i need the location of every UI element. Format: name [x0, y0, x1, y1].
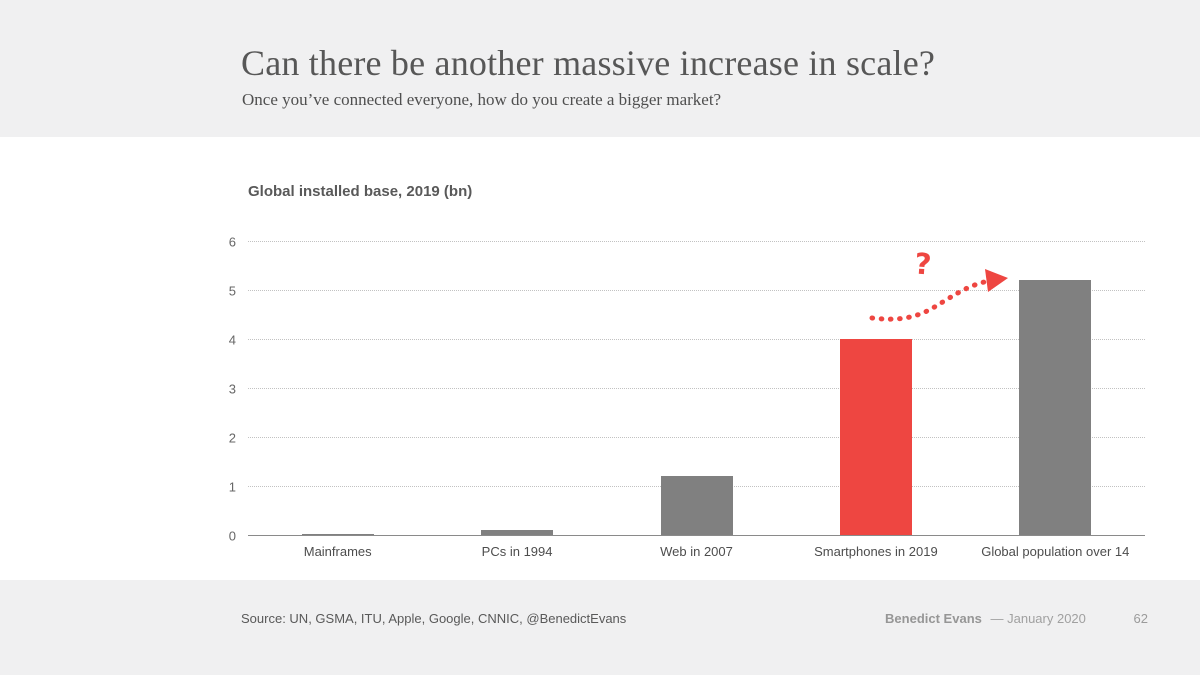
- x-axis-baseline: [248, 535, 1145, 536]
- author-name: Benedict Evans: [885, 611, 982, 626]
- slide-footer: [0, 580, 1200, 675]
- chart-title: Global installed base, 2019 (bn): [248, 183, 473, 200]
- gridline-6: [248, 241, 1145, 242]
- date-label: — January 2020: [990, 611, 1086, 626]
- gridline-2: [248, 437, 1145, 438]
- y-axis-tick-4: 4: [228, 332, 236, 348]
- question-mark-annotation: ?: [913, 246, 933, 282]
- y-axis-tick-2: 2: [228, 430, 236, 446]
- y-axis-tick-1: 1: [228, 479, 236, 495]
- gridline-3: [248, 388, 1145, 389]
- page-number: 62: [1133, 611, 1148, 626]
- x-axis-label-smartphones-in-2019: Smartphones in 2019: [814, 544, 938, 559]
- footer-credit: Benedict Evans — January 2020 62: [885, 611, 1148, 626]
- slide-header: Can there be another massive increase in…: [0, 0, 1200, 137]
- x-axis-label-web-in-2007: Web in 2007: [660, 544, 733, 559]
- bar-global-population-over-14: [1019, 280, 1092, 535]
- y-axis-tick-5: 5: [228, 283, 236, 299]
- y-axis-tick-6: 6: [228, 234, 236, 250]
- source-note: Source: UN, GSMA, ITU, Apple, Google, CN…: [241, 611, 627, 626]
- bar-smartphones-in-2019: [839, 339, 912, 535]
- slide-subtitle: Once you’ve connected everyone, how do y…: [242, 90, 722, 109]
- bar-web-in-2007: [660, 476, 733, 535]
- y-axis-tick-0: 0: [228, 528, 236, 544]
- x-axis-label-global-population-over-14: Global population over 14: [981, 544, 1130, 559]
- gridline-4: [248, 339, 1145, 340]
- x-axis-label-mainframes: Mainframes: [303, 544, 372, 559]
- x-axis-label-pcs-in-1994: PCs in 1994: [481, 544, 553, 559]
- gridline-5: [248, 290, 1145, 291]
- slide-title: Can there be another massive increase in…: [241, 43, 936, 83]
- bar-chart-plot-area: 0 1 2 3 4 5 6 Mainframes PCs in 1994 Web in 2007 S…: [229, 235, 1145, 559]
- bar-pcs-in-1994: [481, 530, 554, 535]
- y-axis-tick-3: 3: [228, 381, 236, 397]
- bar-mainframes: [301, 534, 374, 535]
